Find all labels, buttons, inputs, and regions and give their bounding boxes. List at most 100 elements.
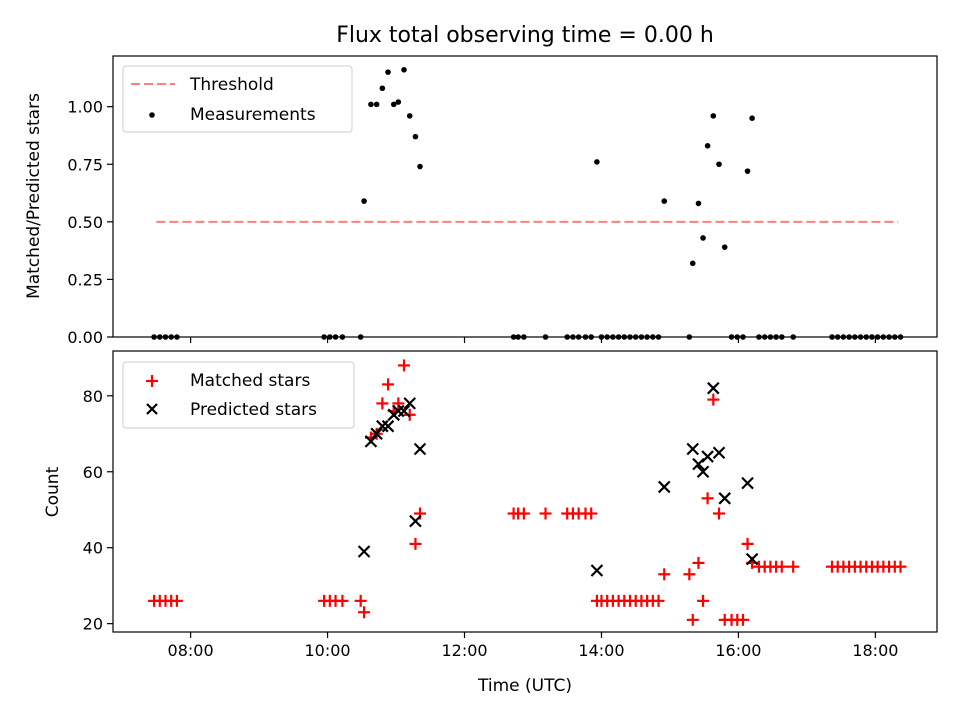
matched-star-point <box>376 397 389 410</box>
predicted-star-point <box>413 442 427 456</box>
predicted-x-b <box>712 446 726 460</box>
measurements-legend-label: Measurements <box>190 105 316 125</box>
predicted-x-b <box>701 450 714 463</box>
top-legend: Threshold Measurements <box>122 65 353 133</box>
predicted-x-b <box>696 465 710 479</box>
bottom-plot-frame <box>112 350 938 633</box>
predicted-x-b <box>397 404 411 418</box>
predicted-star-point <box>745 552 759 566</box>
bottom-x-ticks: 08:00 10:00 12:00 14:00 16:00 18:00 <box>168 632 898 660</box>
top-plot-frame <box>112 55 938 338</box>
measurement-point <box>700 235 706 241</box>
predicted-star-point <box>392 404 405 418</box>
top-y-tick-label: 1.00 <box>67 98 103 117</box>
threshold-legend-label: Threshold <box>189 75 274 95</box>
predicted-star-point <box>707 381 720 395</box>
chart-title: Flux total observing time = 0.00 h <box>336 23 714 48</box>
matched-star-point <box>787 560 800 573</box>
predicted-x-b <box>707 381 720 395</box>
x-tick-label: 10:00 <box>305 641 351 660</box>
measurements-legend-swatch <box>149 112 155 118</box>
matched-star-point <box>697 594 710 607</box>
predicted-star-point <box>403 397 417 410</box>
bottom-legend-box <box>122 361 355 429</box>
top-y-tick-label: 0.00 <box>67 328 103 347</box>
bottom-y-tick-label: 60 <box>83 463 103 482</box>
matched-star-point <box>539 507 552 520</box>
predicted-star-point <box>712 446 726 460</box>
measurement-point <box>749 115 755 121</box>
x-tick-label: 16:00 <box>715 641 761 660</box>
matched-star-point <box>736 613 749 626</box>
bottom-y-ticks: 20 40 60 80 <box>83 387 113 634</box>
predicted-star-point <box>696 465 710 479</box>
matched-star-point <box>692 556 705 569</box>
top-x-ticks <box>190 337 876 343</box>
x-tick-label: 08:00 <box>168 641 214 660</box>
matched-star-point <box>775 560 788 573</box>
top-y-tick-label: 0.50 <box>67 213 103 232</box>
predicted-x-b <box>745 552 759 566</box>
bottom-y-tick-label: 40 <box>83 539 103 558</box>
matched-star-point <box>683 568 696 581</box>
matched-star-point <box>585 507 598 520</box>
bottom-y-axis-label: Count <box>43 466 63 517</box>
counts-layer <box>148 359 907 626</box>
predicted-x-b <box>741 476 754 490</box>
matched-star-point <box>652 594 665 607</box>
measurement-point <box>401 67 407 73</box>
predicted-star-point <box>686 442 700 456</box>
measurement-point <box>412 133 419 140</box>
predicted-x-b <box>376 419 389 433</box>
predicted-x-b <box>686 442 700 456</box>
bottom-y-tick-label: 20 <box>83 615 103 634</box>
measurement-point <box>361 198 367 204</box>
matched-star-point <box>701 492 714 505</box>
bottom-legend: Matched stars Predicted stars <box>122 361 355 429</box>
measurement-point <box>385 69 391 75</box>
matched-star-point <box>707 393 720 406</box>
matched-star-point <box>658 568 671 581</box>
x-tick-label: 18:00 <box>852 641 898 660</box>
predicted-star-point <box>370 427 383 441</box>
predicted-star-point <box>409 514 422 528</box>
predicted-x-b <box>392 404 405 418</box>
top-y-tick-label: 0.75 <box>67 155 103 174</box>
measurement-point <box>716 161 722 168</box>
predicted-x-b <box>403 397 417 410</box>
predicted-x-b <box>381 419 395 433</box>
predicted-legend-label: Predicted stars <box>190 400 317 420</box>
measurement-point <box>695 200 702 207</box>
measurement-point <box>689 260 696 267</box>
predicted-star-point <box>701 450 714 463</box>
measurement-point <box>368 101 374 108</box>
top-y-axis-label: Matched/Predicted stars <box>24 93 44 299</box>
matched-star-point <box>894 560 907 573</box>
matched-legend-swatch <box>146 375 158 387</box>
matched-star-point <box>741 537 754 550</box>
predicted-x-b <box>409 514 422 528</box>
matched-star-point <box>409 537 422 550</box>
measurement-point <box>373 101 380 108</box>
top-legend-box <box>122 65 353 133</box>
predicted-star-point <box>657 480 671 494</box>
matched-legend-label: Matched stars <box>190 371 310 391</box>
measurement-point <box>661 198 668 204</box>
predicted-x-b <box>657 480 671 494</box>
matched-star-point <box>170 594 183 607</box>
predicted-star-point <box>590 564 604 577</box>
x-tick-label: 12:00 <box>441 641 487 660</box>
measurement-point <box>710 113 717 119</box>
predicted-star-point <box>376 419 389 433</box>
matched-star-point <box>517 507 530 520</box>
measurement-point <box>704 143 711 149</box>
matched-star-point <box>713 507 726 520</box>
predicted-x-b <box>364 435 378 448</box>
predicted-x-b <box>718 492 732 505</box>
matched-star-point <box>403 408 416 421</box>
measurement-point <box>744 168 751 174</box>
matched-star-point <box>392 397 405 410</box>
predicted-legend-swatch <box>146 403 158 415</box>
predicted-star-point <box>397 404 411 418</box>
